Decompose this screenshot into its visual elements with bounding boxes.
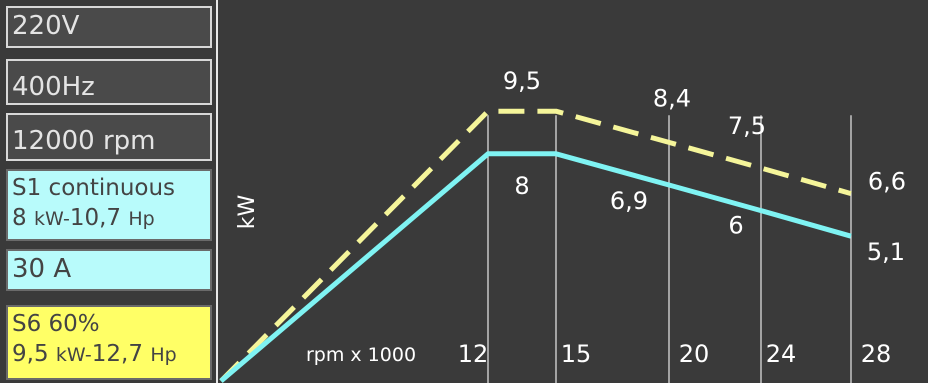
speed-cell: 12000 rpm: [6, 113, 212, 161]
s6-hp-unit: Hp: [150, 344, 177, 366]
data-label-s1-5,1: 5,1: [867, 238, 905, 266]
spec-panel: 220V 400Hz 12000 rpm S1 continuous 8 kW-…: [0, 0, 218, 383]
x-tick-labels: 12 15 20 24 28: [458, 340, 892, 368]
series-lines: [219, 108, 852, 383]
x-tick-24: 24: [766, 340, 797, 368]
speed-value: 12000 rpm: [12, 126, 156, 156]
series-line-s6: [219, 108, 852, 383]
data-label-s6-8,4: 8,4: [653, 84, 691, 112]
s1-power-hp: 10,7: [69, 205, 122, 231]
s6-kw-unit: kW-: [55, 344, 92, 366]
current-cell: 30 A: [6, 249, 212, 291]
data-label-s6-7,5: 7,5: [728, 112, 766, 140]
x-tick-12: 12: [458, 340, 489, 368]
series-line-s1: [219, 151, 852, 383]
grid-lines: [487, 115, 852, 383]
current-value: 30 A: [12, 254, 72, 284]
data-labels: 9,5 8,4 7,5 6,6 8 6,9 6 5,1: [503, 67, 906, 266]
data-label-s6-6,6: 6,6: [868, 168, 906, 196]
s6-title: S6 60%: [12, 311, 100, 337]
data-label-s1-6,9: 6,9: [610, 187, 648, 215]
s1-power: 8 kW-10,7 Hp: [12, 203, 210, 234]
s6-power-kw: 9,5: [12, 341, 49, 367]
power-curve-chart: 9,5 8,4 7,5 6,6 8 6,9 6 5,1 12 15 20 24 28 kW rpm x…: [219, 67, 906, 383]
frequency-value: 400Hz: [12, 72, 95, 102]
s6-power: 9,5 kW-12,7 Hp: [12, 339, 210, 370]
x-tick-28: 28: [861, 340, 892, 368]
data-label-s6-9,5: 9,5: [503, 67, 541, 95]
s6-duty-cell: S6 60% 9,5 kW-12,7 Hp: [6, 305, 212, 380]
x-tick-20: 20: [679, 340, 710, 368]
s1-duty-cell: S1 continuous 8 kW-10,7 Hp: [6, 169, 212, 241]
data-label-s1-8: 8: [514, 172, 529, 200]
s6-power-hp: 12,7: [91, 341, 143, 367]
voltage-value: 220V: [12, 11, 80, 41]
s1-hp-unit: Hp: [128, 208, 155, 230]
s1-kw-unit: kW-: [33, 208, 70, 230]
s1-title: S1 continuous: [12, 175, 176, 201]
s1-power-kw: 8: [12, 205, 27, 231]
x-tick-15: 15: [561, 340, 592, 368]
frequency-cell: 400Hz: [6, 59, 212, 105]
y-axis-label: kW: [235, 195, 260, 230]
voltage-cell: 220V: [6, 6, 212, 48]
data-label-s1-6: 6: [728, 212, 743, 240]
x-axis-label: rpm x 1000: [306, 344, 416, 366]
